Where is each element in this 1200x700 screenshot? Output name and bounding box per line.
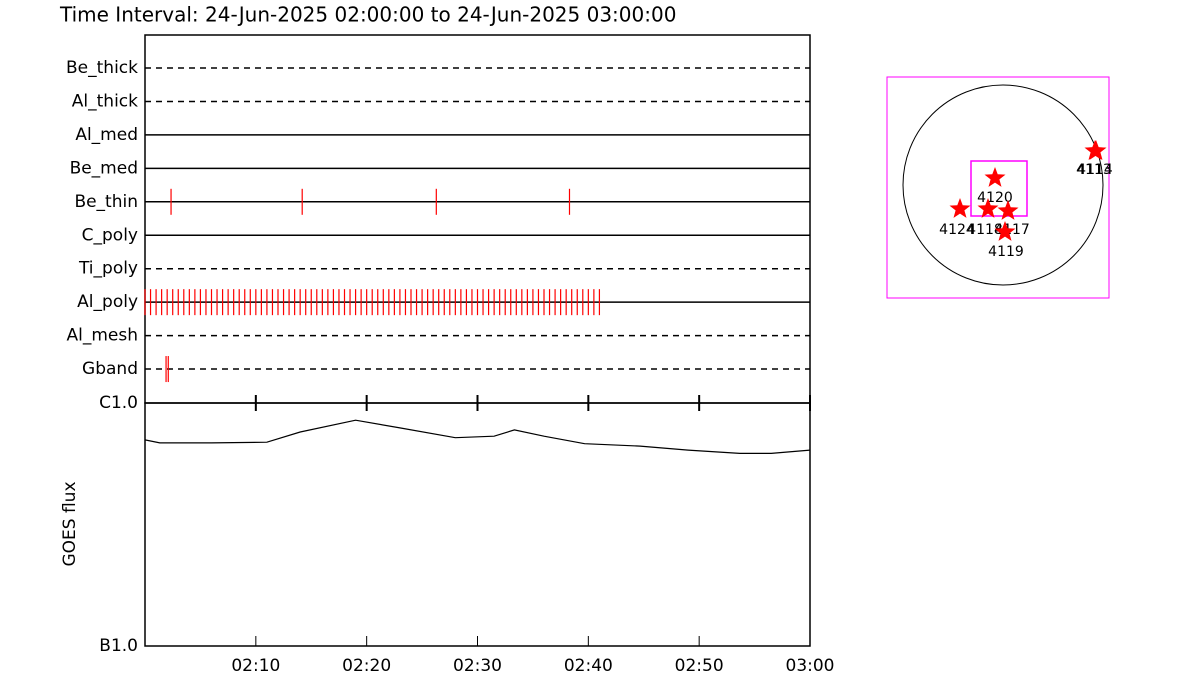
ar-label: 4113 (1076, 162, 1112, 178)
map-box (886, 76, 1110, 299)
row-label: Be_thick (66, 58, 138, 78)
x-tick-label: 02:40 (564, 656, 613, 676)
ar-star (994, 221, 1016, 241)
ar-star (1085, 140, 1107, 160)
row-label: Al_med (75, 125, 138, 145)
solar-disk (902, 84, 1104, 286)
row-label: Al_poly (77, 292, 138, 312)
row-label: Be_med (70, 158, 138, 178)
chart-title: Time Interval: 24-Jun-2025 02:00:00 to 2… (59, 3, 676, 27)
x-tick-label: 02:10 (231, 656, 280, 676)
goes-curve (144, 419, 811, 454)
row-label: Gband (82, 359, 138, 379)
x-tick-label: 03:00 (786, 656, 835, 676)
y-axis-label: GOES flux (60, 481, 80, 566)
ar-star (949, 198, 971, 218)
y-tick-label: B1.0 (99, 636, 138, 656)
y-tick-label: C1.0 (99, 393, 138, 413)
row-label: Al_thick (72, 91, 138, 111)
x-tick-label: 02:50 (675, 656, 724, 676)
ar-star (977, 198, 999, 218)
goes-frame (144, 402, 811, 647)
ar-star (984, 167, 1006, 187)
row-label: Al_mesh (66, 326, 138, 346)
ar-label: 4114 (1077, 162, 1113, 178)
ar-label: 4119 (988, 244, 1024, 260)
ar-star (997, 200, 1019, 220)
ar-label: 4118 (967, 222, 1003, 238)
x-tick-label: 02:30 (453, 656, 502, 676)
row-label: Ti_poly (78, 259, 138, 279)
zoom-box (970, 160, 1028, 217)
x-tick-label: 02:20 (342, 656, 391, 676)
row-label: C_poly (82, 225, 138, 245)
ar-label: 4124 (939, 222, 975, 238)
ar-label: 4120 (977, 190, 1013, 206)
row-label: Be_thin (74, 192, 138, 212)
event-frame (144, 34, 811, 404)
